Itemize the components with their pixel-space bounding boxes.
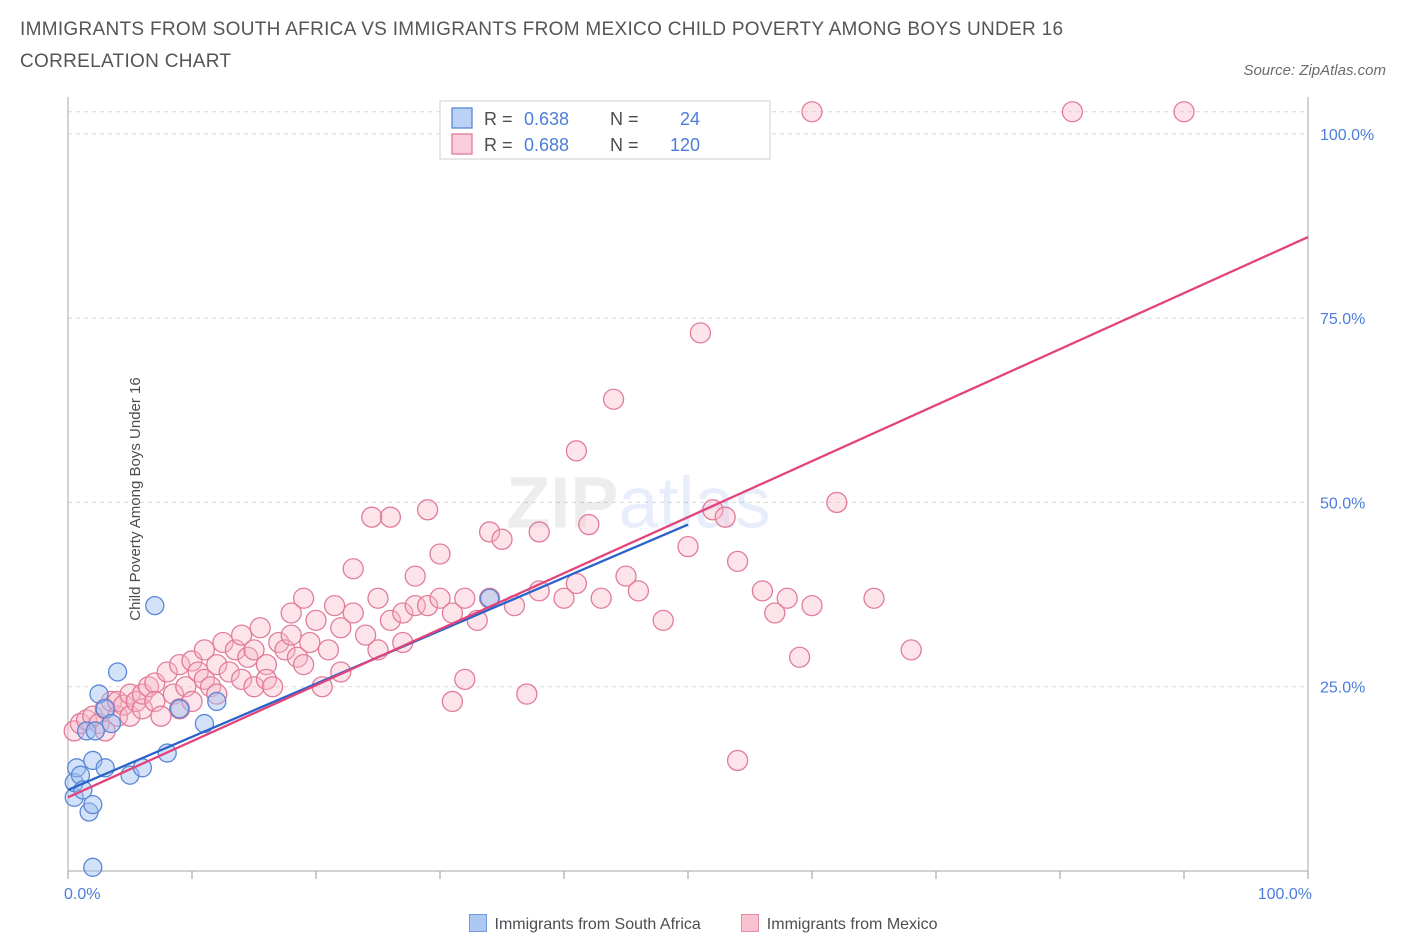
- data-point-mexico: [566, 440, 586, 460]
- legend-n-value: 120: [670, 135, 700, 155]
- data-point-mexico: [690, 322, 710, 342]
- data-point-mexico: [492, 529, 512, 549]
- data-point-mexico: [442, 691, 462, 711]
- data-point-mexico: [901, 639, 921, 659]
- data-point-mexico: [418, 499, 438, 519]
- y-axis-label: Child Poverty Among Boys Under 16: [127, 377, 144, 620]
- data-point-mexico: [343, 603, 363, 623]
- data-point-mexico: [529, 522, 549, 542]
- legend-swatch: [452, 134, 472, 154]
- legend-r-value: 0.688: [524, 135, 569, 155]
- data-point-south_africa: [171, 699, 189, 717]
- data-point-mexico: [300, 632, 320, 652]
- legend-n-value: 24: [680, 109, 700, 129]
- legend-swatch: [469, 914, 487, 932]
- data-point-mexico: [405, 566, 425, 586]
- data-point-mexico: [715, 507, 735, 527]
- data-point-mexico: [380, 507, 400, 527]
- legend-n-label: N =: [610, 135, 639, 155]
- data-point-mexico: [591, 588, 611, 608]
- data-point-south_africa: [102, 714, 120, 732]
- bottom-legend-item: Immigrants from Mexico: [741, 914, 938, 934]
- data-point-mexico: [281, 625, 301, 645]
- data-point-mexico: [250, 617, 270, 637]
- bottom-legend: Immigrants from South Africa Immigrants f…: [20, 914, 1386, 934]
- data-point-mexico: [294, 654, 314, 674]
- data-point-south_africa: [109, 663, 127, 681]
- data-point-mexico: [318, 639, 338, 659]
- data-point-mexico: [579, 514, 599, 534]
- y-tick-label: 25.0%: [1320, 679, 1365, 696]
- y-tick-label: 75.0%: [1320, 311, 1365, 328]
- data-point-mexico: [1062, 101, 1082, 121]
- data-point-mexico: [802, 101, 822, 121]
- legend-label: Immigrants from South Africa: [495, 916, 701, 933]
- data-point-south_africa: [84, 795, 102, 813]
- data-point-south_africa: [208, 692, 226, 710]
- data-point-mexico: [455, 669, 475, 689]
- data-point-mexico: [343, 558, 363, 578]
- chart-container: Child Poverty Among Boys Under 16 0.0% 10…: [20, 87, 1386, 912]
- data-point-mexico: [306, 610, 326, 630]
- legend-swatch: [741, 914, 759, 932]
- data-point-mexico: [728, 750, 748, 770]
- data-point-mexico: [294, 588, 314, 608]
- data-point-mexico: [455, 588, 475, 608]
- legend-r-label: R =: [484, 135, 513, 155]
- data-point-mexico: [777, 588, 797, 608]
- legend-n-label: N =: [610, 109, 639, 129]
- data-point-mexico: [728, 551, 748, 571]
- y-tick-label: 100.0%: [1320, 126, 1374, 143]
- trend-line-mexico: [68, 237, 1308, 797]
- legend-label: Immigrants from Mexico: [767, 916, 938, 933]
- data-point-south_africa: [146, 596, 164, 614]
- data-point-mexico: [864, 588, 884, 608]
- y-tick-label: 50.0%: [1320, 495, 1365, 512]
- legend-r-label: R =: [484, 109, 513, 129]
- correlation-scatter-chart: 0.0%100.0%25.0%50.0%75.0%100.0%ZIPatlasR…: [20, 87, 1386, 907]
- data-point-mexico: [263, 676, 283, 696]
- x-tick-label: 0.0%: [64, 886, 100, 903]
- data-point-mexico: [430, 544, 450, 564]
- data-point-mexico: [628, 580, 648, 600]
- data-point-mexico: [151, 706, 171, 726]
- data-point-mexico: [827, 492, 847, 512]
- data-point-mexico: [653, 610, 673, 630]
- data-point-mexico: [752, 580, 772, 600]
- data-point-mexico: [517, 684, 537, 704]
- legend-r-value: 0.638: [524, 109, 569, 129]
- x-tick-label: 100.0%: [1258, 886, 1312, 903]
- data-point-south_africa: [86, 722, 104, 740]
- data-point-south_africa: [84, 858, 102, 876]
- chart-title: IMMIGRANTS FROM SOUTH AFRICA VS IMMIGRAN…: [20, 14, 1120, 79]
- data-point-mexico: [790, 647, 810, 667]
- legend-swatch: [452, 108, 472, 128]
- data-point-mexico: [604, 389, 624, 409]
- data-point-mexico: [368, 588, 388, 608]
- source-attribution: Source: ZipAtlas.com: [1243, 62, 1386, 79]
- data-point-mexico: [362, 507, 382, 527]
- bottom-legend-item: Immigrants from South Africa: [469, 914, 701, 934]
- data-point-mexico: [325, 595, 345, 615]
- data-point-mexico: [802, 595, 822, 615]
- data-point-mexico: [678, 536, 698, 556]
- data-point-mexico: [1174, 101, 1194, 121]
